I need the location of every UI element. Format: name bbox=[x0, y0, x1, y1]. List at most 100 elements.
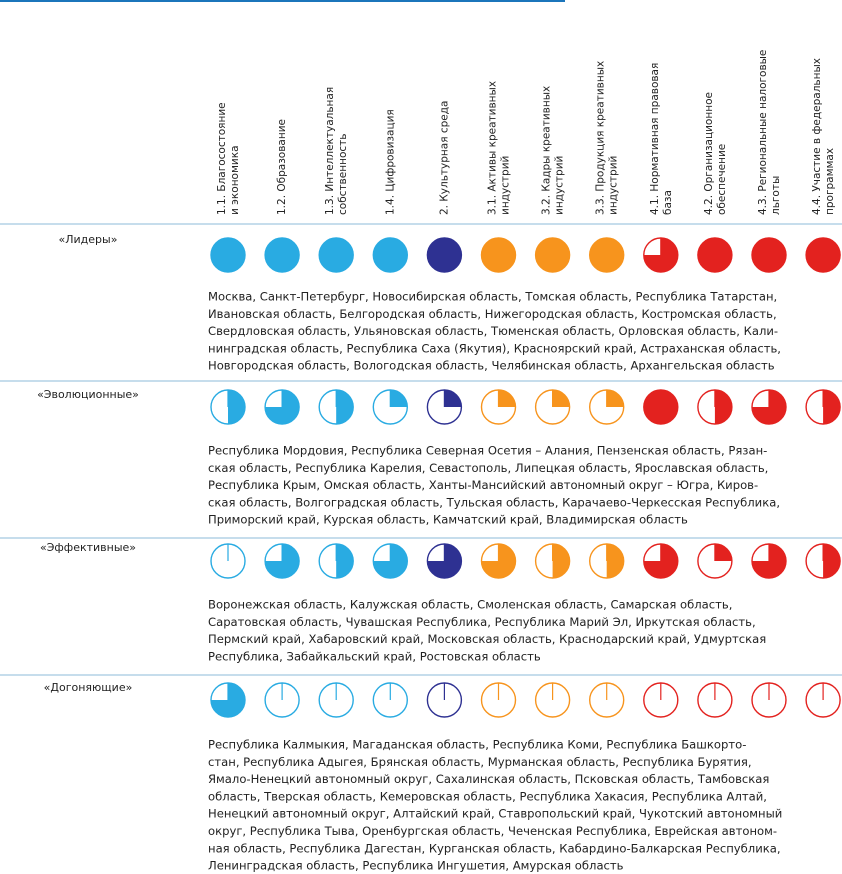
harvey-ball bbox=[426, 543, 463, 579]
harvey-ball bbox=[534, 389, 571, 425]
region-line: нинградская область, Республика Саха (Як… bbox=[208, 341, 781, 355]
column-header: обеспечение bbox=[716, 144, 728, 215]
column-header: 4.1. Нормативная правовая bbox=[649, 63, 661, 215]
harvey-ball bbox=[318, 237, 354, 273]
harvey-ball bbox=[372, 682, 408, 718]
region-line: Воронежская область, Калужская область, … bbox=[208, 598, 732, 612]
row-label: «Эволюционные» bbox=[37, 388, 139, 401]
region-line: Ненецкий автономный округ, Алтайский кра… bbox=[208, 807, 782, 821]
ball-fill bbox=[390, 390, 408, 407]
harvey-ball bbox=[534, 682, 571, 718]
column-header: 1.1. Благосостояние bbox=[216, 102, 228, 215]
ball-fill bbox=[535, 238, 570, 272]
ball-fill bbox=[552, 390, 570, 407]
column-header: база bbox=[662, 190, 674, 215]
harvey-ball bbox=[210, 237, 246, 273]
region-line: Республика, Забайкальский край, Ростовск… bbox=[208, 649, 541, 663]
harvey-ball bbox=[697, 389, 733, 425]
ball-fill bbox=[427, 238, 462, 272]
harvey-ball bbox=[697, 682, 733, 718]
column-header: собственность bbox=[337, 134, 349, 215]
ball-fill bbox=[319, 238, 354, 272]
column-header: 2. Культурная среда bbox=[438, 101, 450, 215]
ball-fill bbox=[481, 238, 516, 272]
harvey-ball bbox=[264, 389, 300, 425]
harvey-ball bbox=[751, 389, 787, 425]
ball-fill bbox=[444, 390, 462, 407]
harvey-ball bbox=[318, 389, 354, 425]
region-line: область, Тверская область, Кемеровская о… bbox=[208, 789, 767, 803]
harvey-ball bbox=[534, 237, 571, 273]
harvey-ball bbox=[751, 543, 787, 579]
ball-fill bbox=[336, 544, 354, 578]
column-header: индустрий bbox=[500, 156, 512, 215]
region-line: Республика Калмыкия, Магаданская область… bbox=[208, 738, 746, 752]
column-header: 3.3. Продукция креативных bbox=[595, 61, 607, 215]
harvey-ball bbox=[480, 389, 517, 425]
harvey-ball bbox=[751, 682, 787, 718]
harvey-ball bbox=[805, 682, 841, 718]
region-line: Ленинградская область, Республика Ингуше… bbox=[208, 859, 624, 873]
harvey-ball bbox=[805, 237, 841, 273]
region-line: ская область, Волгоградская область, Тул… bbox=[208, 495, 780, 509]
harvey-ball bbox=[480, 682, 517, 718]
row-label: «Эффективные» bbox=[40, 541, 136, 554]
region-line: Новгородская область, Вологодская област… bbox=[208, 359, 775, 373]
harvey-ball bbox=[643, 682, 679, 718]
ball-fill bbox=[211, 238, 245, 272]
ball-fill bbox=[606, 544, 624, 578]
column-header: 4.4. Участие в федеральных bbox=[811, 58, 823, 215]
column-header: 3.1. Активы креативных bbox=[487, 81, 499, 215]
row-label: «Догоняющие» bbox=[44, 681, 133, 694]
ball-fill bbox=[373, 238, 408, 272]
ball-fill bbox=[823, 544, 841, 578]
column-header: 1.3. Интеллектуальная bbox=[324, 87, 336, 215]
region-line: Республика Мордовия, Республика Северная… bbox=[208, 444, 767, 458]
ball-fill bbox=[336, 390, 354, 424]
ball-fill bbox=[697, 238, 732, 272]
region-line: стан, Республика Адыгея, Брянская област… bbox=[208, 755, 752, 769]
ball-fill bbox=[498, 390, 516, 407]
harvey-ball bbox=[805, 389, 841, 425]
harvey-ball bbox=[372, 389, 408, 425]
harvey-ball bbox=[372, 237, 408, 273]
region-line: Ямало-Ненецкий автономный округ, Сахалин… bbox=[208, 772, 769, 786]
harvey-ball bbox=[643, 237, 679, 273]
harvey-ball bbox=[264, 543, 300, 579]
region-line: Ивановская область, Белгородская область… bbox=[208, 307, 777, 321]
region-line: Москва, Санкт-Петербург, Новосибирская о… bbox=[208, 290, 777, 304]
column-header: 4.3. Региональные налоговые bbox=[757, 50, 769, 215]
harvey-ball bbox=[264, 237, 300, 273]
region-line: ная область, Республика Дагестан, Курган… bbox=[208, 841, 781, 855]
harvey-ball bbox=[210, 389, 246, 425]
harvey-ball bbox=[697, 237, 733, 273]
harvey-ball bbox=[426, 237, 463, 273]
ball-fill bbox=[265, 238, 300, 272]
harvey-ball bbox=[426, 682, 463, 718]
ball-fill bbox=[552, 544, 570, 578]
region-line: Свердловская область, Ульяновская област… bbox=[208, 324, 778, 338]
harvey-ball bbox=[480, 237, 517, 273]
row-label: «Лидеры» bbox=[59, 233, 118, 246]
harvey-ball bbox=[589, 682, 625, 718]
harvey-ball bbox=[372, 543, 408, 579]
harvey-ball bbox=[318, 543, 354, 579]
column-header: индустрий bbox=[554, 156, 566, 215]
ball-fill bbox=[714, 390, 732, 424]
region-line: Республика Крым, Омская область, Ханты-М… bbox=[208, 478, 758, 492]
harvey-ball bbox=[210, 543, 246, 579]
harvey-ball bbox=[426, 389, 463, 425]
column-header: 1.4. Цифровизация bbox=[384, 109, 396, 215]
column-header: индустрий bbox=[608, 156, 620, 215]
column-header: программах bbox=[824, 148, 836, 215]
region-line: Саратовская область, Чувашская Республик… bbox=[208, 615, 756, 629]
column-header: 1.2. Образование bbox=[276, 119, 288, 215]
column-header: и экономика bbox=[229, 145, 241, 215]
ball-fill bbox=[228, 390, 245, 424]
harvey-ball bbox=[643, 389, 679, 425]
harvey-ball bbox=[643, 543, 679, 579]
region-line: Пермский край, Хабаровский край, Московс… bbox=[208, 632, 766, 646]
region-line: ская область, Республика Карелия, Севаст… bbox=[208, 461, 768, 475]
ball-fill bbox=[752, 238, 786, 272]
ball-fill bbox=[589, 238, 624, 272]
